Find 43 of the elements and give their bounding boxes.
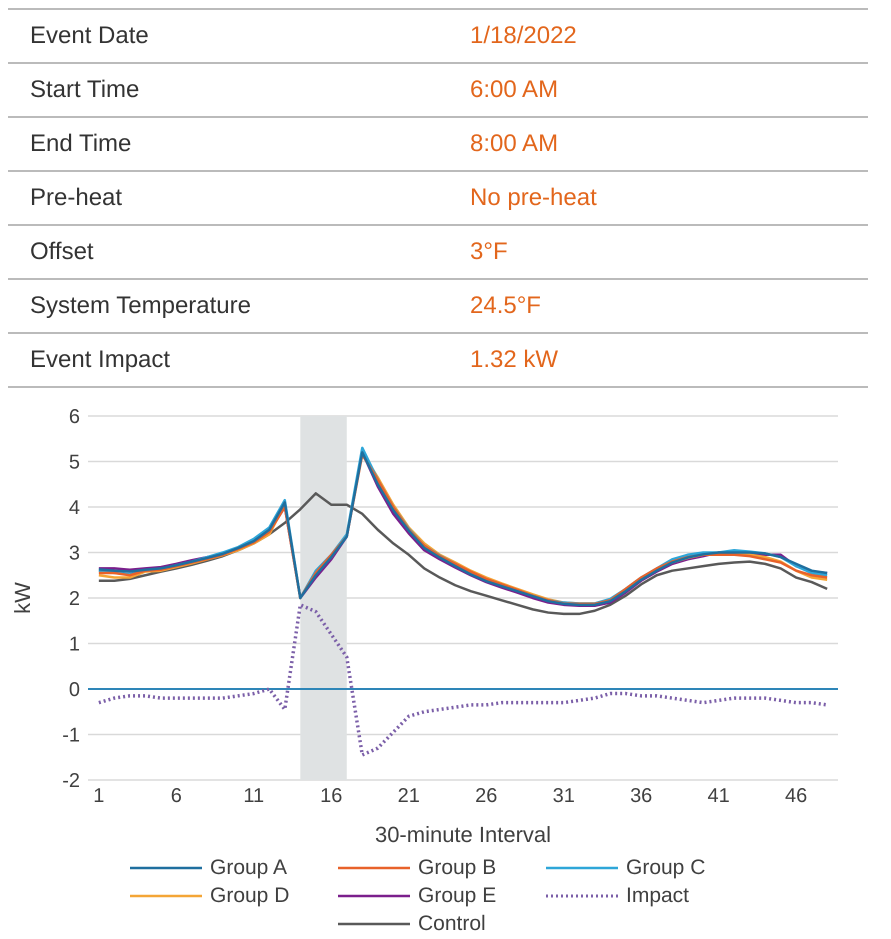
text: 3°F [470,238,508,266]
legend-label: Group D [210,884,290,908]
x-tick-label: 1 [93,785,104,808]
legend-label: Group A [210,856,288,880]
text: Event Impact [29,346,172,374]
x-tick-label: 31 [552,785,575,808]
x-tick-label: 6 [170,785,182,808]
y-tick-label: 3 [68,542,80,565]
y-tick-label: 2 [68,588,80,610]
line-series [97,603,829,757]
text: 1.32 kW [470,346,558,374]
x-tick-label: 21 [398,785,420,808]
text: 8:00 AM [470,130,558,158]
legend-label: Group C [626,856,706,880]
legend-label: Impact [626,884,690,908]
y-tick-label: 4 [68,497,80,520]
x-axis-title: 30-minute Interval [374,822,552,847]
y-tick-label: 1 [68,634,80,656]
x-tick-label: 16 [320,785,342,808]
x-tick-label: 46 [785,785,808,808]
text: 6:00 AM [470,76,558,104]
text: End Time [29,130,132,158]
text: 1/18/2022 [470,22,577,50]
text: System Temperature [29,292,252,320]
x-tick-label: 26 [475,785,498,808]
y-tick-label: 5 [68,452,80,474]
legend-label: Group B [418,856,496,880]
y-tick-label: 6 [68,406,80,428]
text: Offset [29,238,95,266]
x-tick-label: 11 [243,785,264,808]
text: 24.5°F [470,292,541,320]
legend-label: Group E [418,884,496,908]
y-tick-label: 0 [68,679,80,702]
x-tick-label: 36 [630,785,652,808]
text: No pre-heat [470,184,597,212]
y-axis-title: kW [10,582,35,614]
x-tick-label: 41 [708,785,730,808]
y-tick-label: -2 [62,770,80,792]
legend-label: Control [418,912,486,936]
y-tick-label: -1 [62,724,80,747]
text: Event Date [29,22,150,50]
text: Start Time [29,76,140,104]
text: Pre-heat [29,184,124,212]
